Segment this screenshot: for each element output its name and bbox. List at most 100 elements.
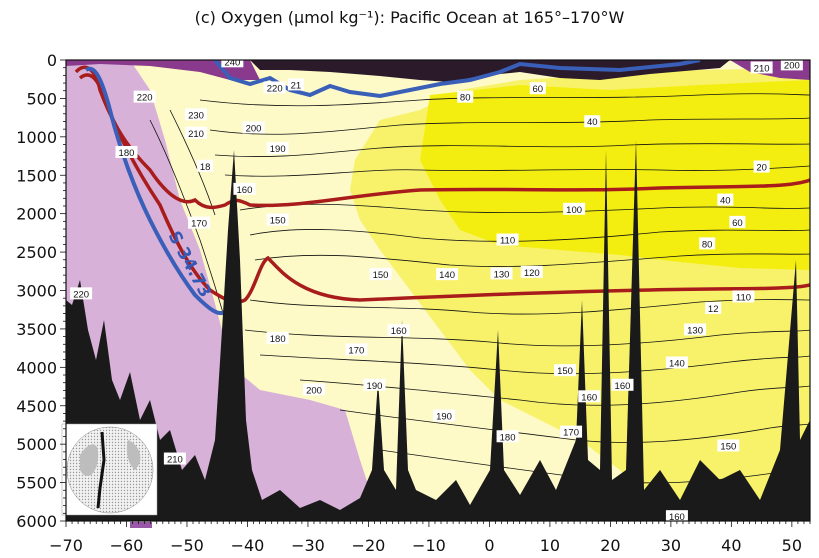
contour-label: 170	[188, 216, 211, 230]
contour-label: 40	[584, 115, 601, 128]
blue-isopycnal-surface	[213, 60, 701, 99]
contour-label: 170	[560, 425, 583, 439]
contour-label: 80	[457, 90, 474, 104]
x-tick-label: −70	[49, 536, 83, 555]
contour-label-text: 180	[270, 334, 286, 345]
contour-label-text: 120	[524, 268, 540, 279]
contour-label-text: 60	[533, 84, 544, 95]
contour-label: 220	[263, 81, 286, 94]
contour-line	[244, 329, 810, 347]
contour-label-text: 190	[436, 412, 452, 423]
surface-dark-band	[250, 60, 730, 82]
contour-line	[254, 253, 810, 267]
contour-label: 160	[233, 182, 256, 196]
contour-label-text: 12	[708, 304, 719, 315]
contour-label: 60	[529, 82, 546, 95]
y-tick-label: 3000	[16, 282, 57, 301]
inset-map	[61, 423, 158, 516]
y-tick-label: 1500	[16, 166, 57, 185]
y-tick-label: 4000	[16, 358, 57, 377]
contour-label: 140	[665, 356, 688, 369]
contour-label-text: 160	[615, 381, 631, 392]
contour-label: 170	[345, 343, 368, 356]
chart-title: (c) Oxygen (µmol kg⁻¹): Pacific Ocean at…	[194, 8, 625, 27]
contour-label-text: 140	[669, 358, 685, 369]
contour-label: 190	[266, 142, 289, 155]
contour-label: 100	[563, 202, 586, 216]
x-tick-label: 20	[600, 536, 620, 555]
contour-label-text: 240	[224, 57, 240, 68]
contour-label-text: 130	[494, 269, 510, 280]
contour-label: 200	[303, 383, 325, 396]
contour-label-text: 160	[237, 185, 253, 196]
contour-label: 160	[578, 390, 601, 403]
y-tick-label: 2000	[16, 205, 57, 224]
x-tick-label: 50	[782, 536, 802, 555]
x-tick-label: 0	[484, 536, 494, 555]
red-contour-lower	[78, 73, 810, 304]
contour-label-text: 170	[191, 219, 207, 230]
contour-label-text: 160	[391, 326, 407, 337]
legend-swatch	[130, 522, 152, 528]
contour-line	[214, 143, 810, 157]
contour-label-text: 190	[367, 381, 383, 392]
red-contour-upper	[74, 65, 810, 210]
contour-label: 210	[750, 61, 773, 74]
contour-label: 140	[436, 268, 459, 281]
contour-label-text: 80	[460, 93, 471, 104]
contour-label: 130	[490, 267, 513, 280]
contour-label: 150	[717, 439, 740, 452]
contour-label: 18	[197, 159, 214, 173]
blue-isopycnal-deep	[84, 66, 232, 316]
contour-line	[249, 229, 810, 242]
contour-label: 180	[496, 430, 519, 443]
contour-label-text: 40	[720, 196, 731, 207]
contour-line	[199, 93, 810, 107]
y-tick-label: 1000	[16, 128, 57, 147]
y-tick-label: 0	[47, 51, 57, 70]
x-tick-label: −10	[412, 536, 446, 555]
contour-label: 200	[780, 60, 803, 71]
y-tick-label: 3500	[16, 320, 57, 339]
contour-label: 190	[363, 378, 386, 392]
contour-label: 160	[387, 324, 410, 337]
contour-label-text: 100	[566, 205, 582, 216]
contour-labels: 240 210 200 220 220 21 230 210 200 190 18 180 160 170…	[70, 57, 803, 523]
contour-label: 180	[115, 145, 138, 159]
contour-label-text: 130	[687, 325, 703, 336]
contour-label-text: 140	[439, 270, 455, 281]
contour-label: 60	[729, 215, 746, 229]
contour-line	[209, 117, 810, 135]
contour-label-text: 160	[669, 512, 685, 523]
contour-label: 180	[266, 331, 289, 345]
y-tick-label: 4500	[16, 397, 57, 416]
bright-yellow-field	[420, 80, 810, 270]
contour-label-text: 40	[587, 117, 598, 128]
y-tick-label: 2500	[16, 243, 57, 262]
contour-label-text: 220	[73, 289, 89, 300]
contour-label-text: 60	[732, 218, 743, 229]
contour-label: 150	[554, 364, 577, 377]
contour-label-text: 150	[557, 366, 573, 377]
contour-label-text: 150	[270, 216, 286, 227]
contour-label-text: 200	[306, 385, 322, 396]
plot-area: 240 210 200 220 220 21 230 210 200 190 18 180 160 170…	[66, 57, 810, 523]
contour-label: 40	[717, 193, 734, 207]
contour-label: 190	[433, 409, 456, 423]
y-tick-label: 6000	[16, 512, 57, 531]
contour-label-text: 160	[581, 392, 597, 403]
contour-label: 210	[163, 452, 186, 466]
blue-contours	[84, 60, 701, 316]
contour-label-text: 180	[500, 432, 516, 443]
contour-label: 150	[266, 213, 289, 227]
contour-label-text: 21	[291, 80, 302, 91]
x-tick-label: −20	[352, 536, 386, 555]
x-tick-label: 30	[661, 536, 681, 555]
contour-label: 80	[699, 237, 716, 250]
contour-label: 210	[185, 126, 208, 140]
top-purple-field	[66, 60, 810, 80]
contour-label: 200	[242, 121, 265, 134]
y-tick-label: 5000	[16, 435, 57, 454]
contour-label-text: 220	[137, 93, 153, 104]
contour-line	[169, 109, 216, 216]
